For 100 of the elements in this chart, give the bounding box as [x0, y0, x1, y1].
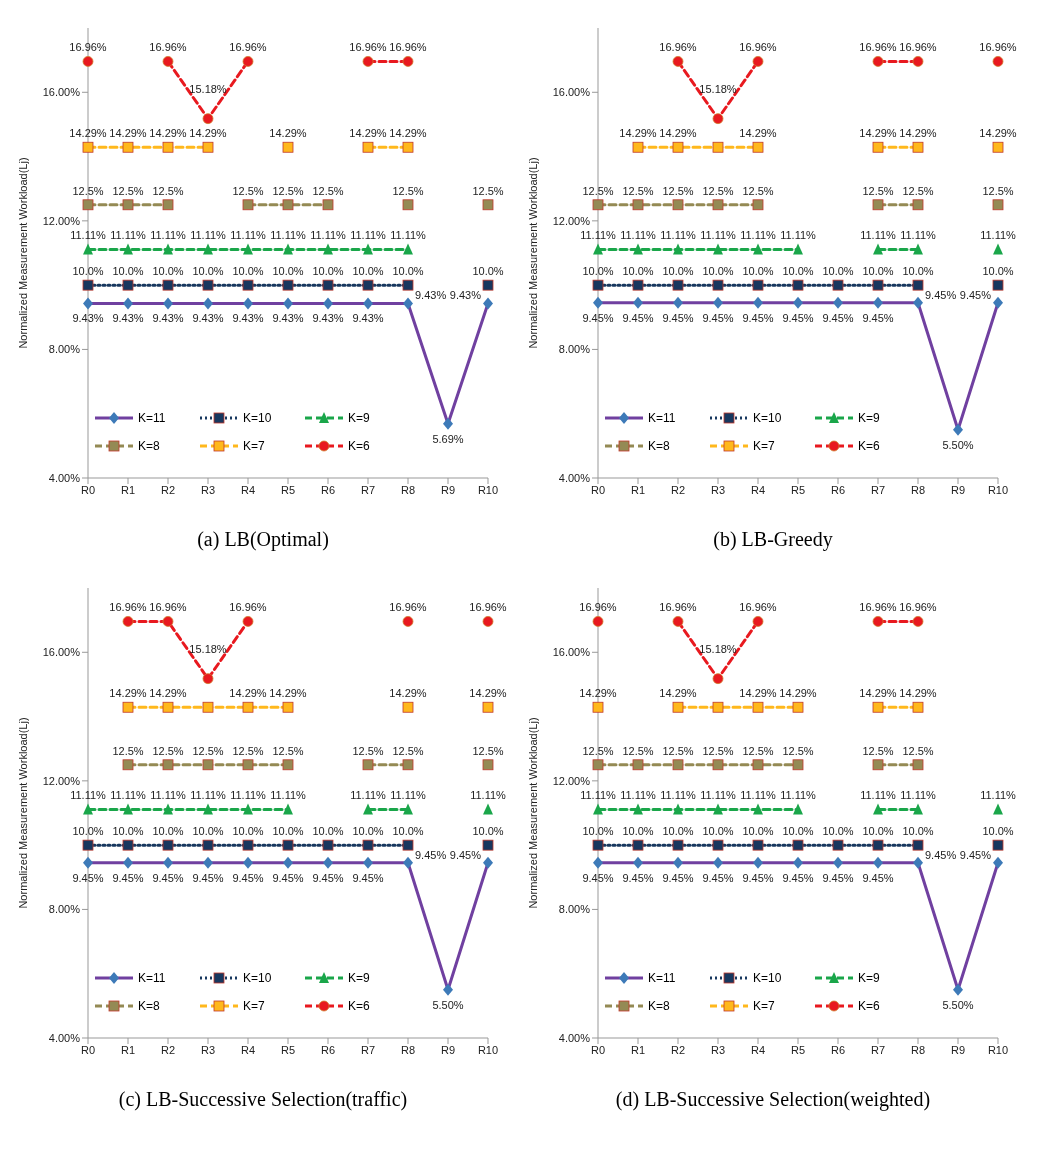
data-label: 14.29%	[469, 687, 507, 700]
data-label: 12.5%	[392, 184, 424, 197]
x-tick-label: R1	[120, 1043, 136, 1056]
point	[202, 113, 214, 125]
data-label: 10.0%	[622, 265, 654, 278]
data-label: 11.11%	[620, 229, 657, 242]
point	[993, 243, 1003, 255]
x-tick-label: R0	[590, 1043, 606, 1056]
data-label: 9.45%	[449, 848, 482, 861]
data-label: 10.0%	[392, 265, 424, 278]
data-label: 10.0%	[702, 825, 734, 838]
legend-label: K=6	[858, 439, 880, 453]
point	[712, 279, 724, 291]
point	[363, 243, 373, 255]
point	[712, 199, 724, 211]
point	[162, 616, 174, 627]
data-label: 14.29%	[269, 687, 307, 700]
data-label: 10.0%	[662, 265, 694, 278]
data-label: 10.0%	[72, 825, 104, 838]
point	[872, 701, 884, 713]
point	[752, 56, 764, 67]
point	[752, 839, 764, 851]
data-label: 11.11%	[700, 789, 737, 802]
point	[482, 616, 494, 627]
data-label: 10.0%	[232, 265, 264, 278]
point	[82, 141, 94, 153]
point	[712, 839, 724, 851]
data-label: 9.45%	[822, 311, 854, 324]
data-label: 10.0%	[582, 265, 614, 278]
data-label: 14.29%	[619, 127, 657, 140]
data-label: 12.5%	[272, 184, 304, 197]
point	[713, 243, 723, 255]
data-label: 11.11%	[350, 789, 387, 802]
data-label: 16.96%	[389, 41, 427, 54]
data-label: 9.43%	[272, 312, 304, 325]
data-label: 16.96%	[229, 41, 267, 54]
data-label: 12.5%	[622, 184, 654, 197]
data-label: 9.45%	[702, 311, 734, 324]
legend-label: K=8	[138, 999, 160, 1013]
point	[242, 616, 254, 627]
point	[672, 279, 684, 291]
data-label: 14.29%	[69, 127, 107, 140]
point	[672, 56, 684, 67]
data-label: 9.45%	[742, 311, 774, 324]
data-label: 12.5%	[782, 744, 814, 757]
point	[752, 759, 764, 771]
x-tick-label: R0	[590, 483, 606, 496]
text: (a) LB(Optimal)	[196, 528, 330, 553]
legend-label: K=6	[348, 439, 370, 453]
point	[402, 759, 414, 771]
x-tick-label: R8	[400, 483, 416, 496]
point	[752, 199, 764, 211]
point	[712, 701, 724, 713]
data-label: 9.43%	[72, 312, 104, 325]
point	[482, 701, 494, 713]
data-label: 12.5%	[702, 744, 734, 757]
data-label: 10.0%	[902, 825, 934, 838]
y-tick-label: 8.00%	[48, 343, 81, 356]
point	[402, 701, 414, 713]
point	[402, 279, 414, 291]
point	[792, 701, 804, 713]
y-tick-label: 4.00%	[48, 1031, 81, 1044]
point	[712, 113, 724, 125]
data-label: 12.5%	[662, 744, 694, 757]
point	[872, 616, 884, 627]
point	[362, 839, 374, 851]
data-label: 11.11%	[110, 789, 147, 802]
data-label: 12.5%	[662, 184, 694, 197]
text: (b) LB-Greedy	[712, 528, 834, 553]
point	[362, 56, 374, 67]
data-label: 9.43%	[352, 312, 384, 325]
point	[872, 839, 884, 851]
data-label: 11.11%	[270, 229, 307, 242]
data-label: 9.43%	[232, 312, 264, 325]
data-label: 10.0%	[902, 265, 934, 278]
data-label: 16.96%	[739, 41, 777, 54]
x-tick-label: R3	[200, 483, 216, 496]
y-tick-label: 12.00%	[552, 214, 591, 227]
point	[482, 839, 494, 851]
data-label: 15.18%	[189, 642, 227, 655]
data-label: 10.0%	[982, 265, 1014, 278]
x-tick-label: R8	[910, 1043, 926, 1056]
data-label: 11.11%	[70, 229, 107, 242]
point	[322, 199, 334, 211]
data-label: 10.0%	[352, 825, 384, 838]
text: (d) LB-Successive Selection(weighted)	[614, 1088, 932, 1113]
legend-label: K=9	[348, 971, 370, 985]
point	[873, 243, 883, 255]
data-label: 9.43%	[449, 289, 482, 302]
data-label: 16.96%	[859, 41, 897, 54]
data-label: 10.0%	[272, 265, 304, 278]
point	[203, 803, 213, 815]
data-label: 9.45%	[782, 871, 814, 884]
x-tick-label: R10	[477, 1043, 499, 1056]
point	[82, 839, 94, 851]
legend-label: K=9	[858, 411, 880, 425]
point	[202, 279, 214, 291]
point	[283, 243, 293, 255]
point	[673, 243, 683, 255]
data-label: 11.11%	[660, 789, 697, 802]
